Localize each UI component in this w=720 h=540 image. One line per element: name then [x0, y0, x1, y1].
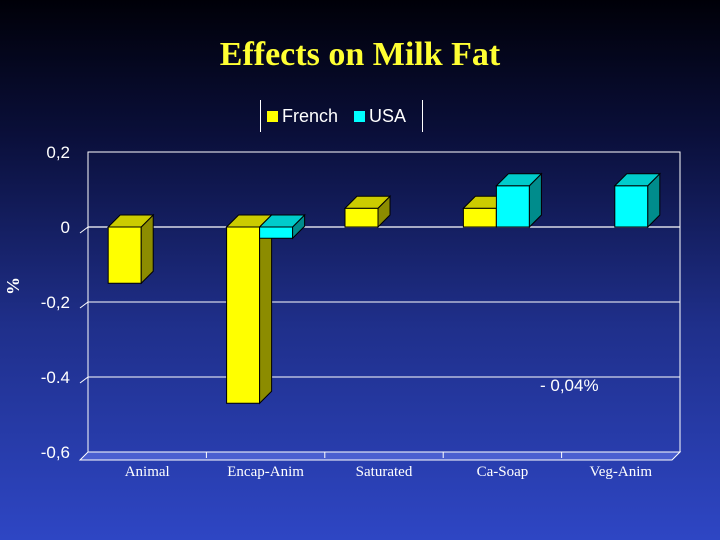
legend-label-french: French	[282, 105, 339, 126]
gridline-depth	[79, 226, 89, 234]
y-tick-label: 0	[61, 218, 70, 237]
bar-top	[343, 195, 392, 209]
bar-usa-ca-soap	[495, 185, 530, 228]
legend-swatch-french	[267, 110, 278, 122]
chart-title: Effects on Milk Fat	[219, 36, 501, 73]
y-tick-label: -0.4	[41, 368, 70, 387]
bar-french-saturated	[344, 207, 379, 228]
label-layer: 0,2 0 -0,2 -0.4 -0,6 Animal Encap-Anim Saturate…	[41, 143, 653, 480]
x-tick-label: Saturated	[356, 464, 413, 480]
gridline-depth	[79, 301, 89, 309]
grid-layer	[78, 151, 682, 461]
legend-label-usa: USA	[369, 105, 407, 126]
bar-french-encap-anim	[226, 226, 261, 404]
bar-layer	[106, 172, 662, 405]
plot-floor	[78, 451, 682, 461]
legend: French USA	[260, 100, 424, 132]
bar-top	[613, 173, 662, 187]
bar-top	[106, 214, 155, 228]
y-tick-label: 0,2	[46, 143, 70, 162]
y-tick-label: -0,6	[41, 443, 70, 462]
bar-usa-veg-anim	[614, 185, 649, 228]
bar-usa-encap-anim	[259, 226, 294, 239]
legend-item-usa: USA	[354, 106, 406, 127]
x-tick-label: Animal	[125, 464, 170, 480]
bar-top	[258, 214, 306, 228]
y-tick-label: -0,2	[41, 293, 70, 312]
bar-side	[259, 213, 273, 405]
x-tick-label: Ca-Soap	[477, 464, 529, 480]
x-tick-label: Veg-Anim	[590, 464, 653, 480]
bar-french-ca-soap	[462, 207, 497, 228]
legend-item-french: French	[267, 106, 338, 127]
x-tick-label: Encap-Anim	[227, 464, 304, 480]
bar-top	[495, 173, 543, 187]
annotation-text: - 0,04%	[540, 376, 599, 395]
gridline-depth	[79, 376, 89, 384]
bar-french-animal	[107, 226, 142, 284]
legend-swatch-usa	[354, 110, 366, 122]
